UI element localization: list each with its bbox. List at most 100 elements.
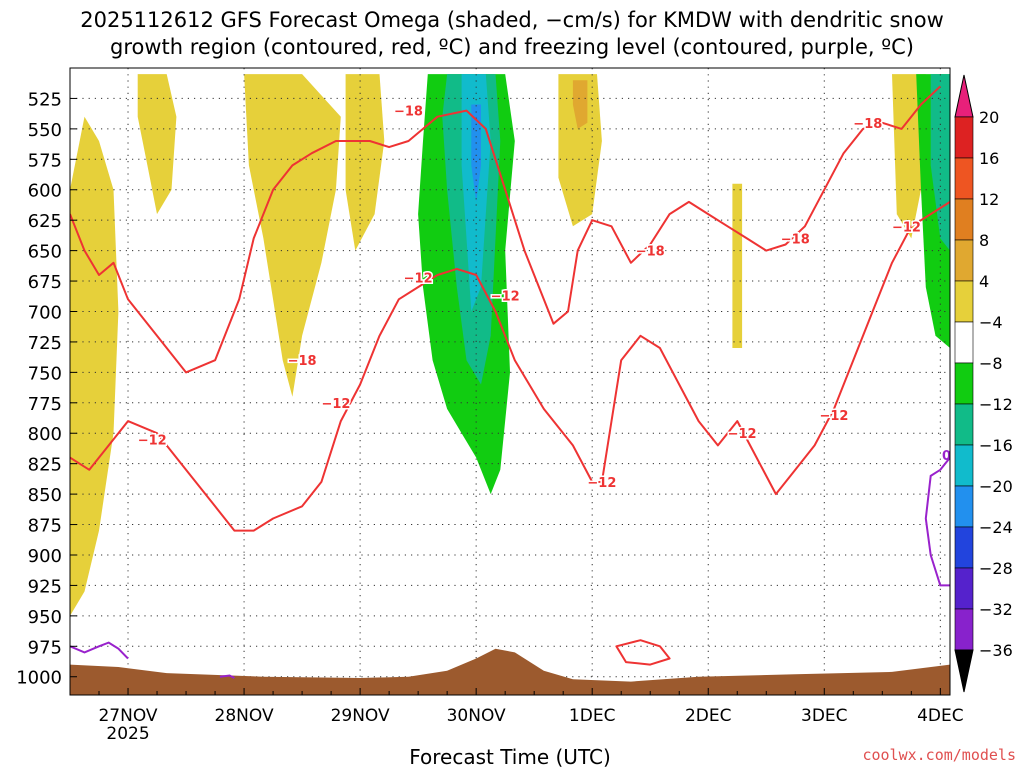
colorbar-label-9: −20: [979, 477, 1013, 496]
dgz-contour-layer: [70, 85, 950, 666]
dgz-label-1: −18: [288, 354, 317, 369]
y-tick-label-850: 850: [28, 485, 62, 506]
omega-region-yellow-band-1dec: [558, 74, 602, 227]
dgz-label-4: −12: [321, 397, 350, 412]
contour-label-layer: 0 −18 −18 −12 −12 −12 −12 −12 −18 −18 −12 −12 −18 −12: [136, 103, 951, 492]
dgz-label-10: −12: [819, 409, 848, 424]
x-tick-label-27NOV: 27NOV: [98, 706, 157, 726]
freezing-level-label: 0: [942, 449, 951, 464]
y-tick-label-625: 625: [28, 211, 62, 232]
colorbar-label-0: 20: [979, 108, 999, 127]
dgz-label-12: −12: [892, 220, 921, 235]
x-tick-sublabel-year: 2025: [106, 724, 149, 744]
y-tick-label-650: 650: [28, 242, 62, 263]
freezing-level-line-1: [219, 674, 235, 679]
y-tick-label-900: 900: [28, 546, 62, 567]
y-tick-label-875: 875: [28, 516, 62, 537]
colorbar-swatch-0: [954, 116, 974, 159]
y-tick-label-575: 575: [28, 150, 62, 171]
dgz-label-0: −18: [394, 105, 423, 120]
y-tick-label-600: 600: [28, 181, 62, 202]
y-tick-label-975: 975: [28, 637, 62, 658]
terrain-fill: [70, 648, 950, 695]
colorbar-swatch-4: [954, 280, 974, 323]
colorbar-swatch-7: [954, 403, 974, 446]
colorbar-label-7: −12: [979, 395, 1013, 414]
x-tick-label-1DEC: 1DEC: [569, 706, 616, 726]
x-tick-label-29NOV: 29NOV: [331, 706, 390, 726]
y-tick-label-525: 525: [28, 89, 62, 110]
colorbar-label-12: −32: [979, 600, 1013, 619]
x-tick-label-28NOV: 28NOV: [215, 706, 274, 726]
colorbar-swatch-8: [954, 444, 974, 487]
omega-region-yellow-band-3dec: [892, 74, 926, 239]
colorbar-label-13: −36: [979, 641, 1013, 660]
freezing-level-layer: [70, 456, 950, 679]
colorbar-swatch-10: [954, 526, 974, 569]
colorbar-label-3: 8: [979, 231, 989, 250]
colorbar-swatch-9: [954, 485, 974, 528]
y-tick-label-675: 675: [28, 272, 62, 293]
dgz-label-11: −18: [853, 117, 882, 132]
y-tick-label-800: 800: [28, 424, 62, 445]
colorbar-label-8: −16: [979, 436, 1013, 455]
dgz-contour-closed-2: [615, 639, 671, 666]
credit-text: coolwx.com/models: [862, 746, 1016, 764]
y-tick-label-825: 825: [28, 455, 62, 476]
omega-region-yellow-plume-28nov: [244, 74, 341, 397]
y-tick-label-550: 550: [28, 120, 62, 141]
chart-title-line-1: 2025112612 GFS Forecast Omega (shaded, −…: [80, 8, 944, 32]
dgz-label-5: −12: [138, 433, 167, 448]
colorbar-label-6: −8: [979, 354, 1003, 373]
y-tick-label-725: 725: [28, 333, 62, 354]
dgz-label-7: −18: [636, 245, 665, 260]
omega-region-teal-core-4dec: [930, 74, 950, 251]
y-tick-label-950: 950: [28, 607, 62, 628]
omega-region-yellow-band-2dec: [732, 183, 743, 348]
colorbar-label-5: −4: [979, 313, 1003, 332]
chart-title-line-2: growth region (contoured, red, ºC) and f…: [110, 35, 914, 59]
dgz-label-6: −12: [587, 476, 616, 491]
colorbar-label-10: −24: [979, 518, 1013, 537]
terrain-layer: [70, 648, 950, 695]
colorbar-label-2: 12: [979, 190, 999, 209]
freezing-level-line-2: [924, 456, 950, 587]
x-tick-label-2DEC: 2DEC: [685, 706, 732, 726]
omega-region-yellow-band-29nov: [345, 74, 385, 251]
colorbar-label-4: 4: [979, 272, 989, 291]
y-tick-label-750: 750: [28, 363, 62, 384]
colorbar-label-11: −28: [979, 559, 1013, 578]
colorbar: 20 16 12 8 4 −4 −8 −12 −16 −20 −24 −28 −32 −36: [954, 74, 1013, 693]
colorbar-swatch-11: [954, 567, 974, 610]
x-tick-label-3DEC: 3DEC: [801, 706, 848, 726]
x-tick-label-4DEC: 4DEC: [917, 706, 964, 726]
colorbar-swatch-2: [954, 198, 974, 241]
colorbar-swatch-1: [954, 157, 974, 200]
x-tick-label-30NOV: 30NOV: [447, 706, 506, 726]
colorbar-swatch-3: [954, 239, 974, 282]
plot-frame: [69, 67, 951, 696]
dgz-label-2: −12: [404, 271, 433, 286]
dgz-label-8: −18: [781, 232, 810, 247]
dgz-label-3: −12: [491, 290, 520, 305]
dgz-contour--12-1: [70, 201, 950, 532]
omega-shading-layer: [70, 74, 950, 616]
dgz-contour--18-0: [70, 85, 941, 374]
y-tick-label-700: 700: [28, 302, 62, 323]
colorbar-label-1: 16: [979, 149, 999, 168]
y-tick-label-775: 775: [28, 394, 62, 415]
y-axis: 525 550 575 600 625 650 675 700 725 750 775 800 825 8…: [16, 89, 77, 689]
omega-region-yellow-plume-early: [70, 116, 119, 616]
colorbar-swatch-5: [954, 321, 974, 364]
colorbar-swatch-6: [954, 362, 974, 405]
colorbar-bottom-arrow: [954, 649, 974, 693]
x-axis-title: Forecast Time (UTC): [409, 745, 611, 768]
dgz-label-9: −12: [728, 427, 757, 442]
colorbar-swatch-12: [954, 608, 974, 651]
omega-region-orange-spot-1dec: [572, 80, 588, 129]
y-tick-label-1000: 1000: [16, 668, 62, 689]
freezing-level-line-0: [70, 641, 129, 660]
omega-region-yellow-band-27nov: [137, 74, 177, 215]
